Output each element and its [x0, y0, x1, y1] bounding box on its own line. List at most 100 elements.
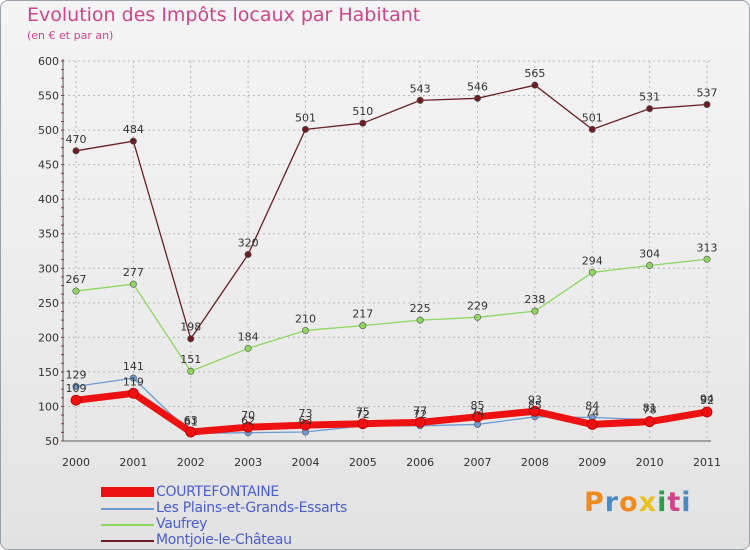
x-tick-label: 2009 [578, 456, 606, 469]
legend-swatch [101, 524, 154, 526]
data-point [300, 419, 311, 431]
data-point [529, 405, 541, 417]
y-tick-label: 550 [38, 90, 59, 103]
data-label: 484 [123, 123, 144, 136]
data-label: 184 [238, 330, 259, 343]
data-label: 238 [524, 293, 545, 306]
x-tick-label: 2008 [521, 456, 549, 469]
data-label: 141 [123, 360, 144, 373]
data-label: 77 [413, 404, 427, 417]
y-tick-label: 50 [45, 435, 59, 448]
data-point [531, 81, 539, 89]
y-tick-label: 100 [38, 400, 59, 413]
data-label: 85 [528, 399, 542, 412]
data-label: 92 [700, 394, 714, 407]
data-label: 510 [352, 105, 373, 118]
legend-label: Les Plains-et-Grands-Essarts [156, 500, 348, 516]
y-tick-label: 250 [38, 297, 59, 310]
legend-swatch [101, 487, 154, 497]
data-point [359, 322, 367, 330]
data-point [588, 268, 596, 276]
legend-swatch [101, 508, 154, 510]
data-point [414, 416, 426, 428]
data-point [127, 387, 139, 399]
data-label: 85 [471, 399, 485, 412]
data-label: 294 [582, 254, 603, 267]
data-point [70, 394, 82, 406]
data-point [646, 262, 654, 270]
logo-letter: i [657, 487, 668, 518]
data-point [185, 426, 197, 438]
data-label: 94 [700, 393, 714, 406]
logo-letter: o [619, 487, 639, 518]
data-point [588, 125, 596, 133]
data-label: 210 [295, 312, 316, 325]
x-tick-label: 2011 [693, 456, 721, 469]
data-label: 119 [123, 375, 144, 388]
data-point [244, 344, 252, 352]
data-label: 63 [298, 414, 312, 427]
data-label: 320 [238, 236, 259, 249]
data-label: 151 [180, 353, 201, 366]
series-group [70, 81, 713, 438]
series-line [75, 258, 708, 372]
line-chart: 50 100 150 200 250 300 350 400 450 500 550 600 2000 2… [38, 55, 721, 469]
y-tick-label: 350 [38, 228, 59, 241]
data-label: 129 [66, 368, 87, 381]
y-tick-label: 600 [38, 55, 59, 68]
data-label: 565 [524, 67, 545, 80]
data-point [357, 418, 369, 430]
series-line [75, 84, 708, 340]
data-label: 75 [356, 406, 370, 419]
data-label: 81 [643, 402, 657, 415]
proxiti-logo: Proxiti [584, 487, 692, 518]
data-label: 74 [585, 406, 599, 419]
logo-letter: i [681, 487, 692, 518]
data-point [72, 147, 80, 155]
data-label: 61 [184, 415, 198, 428]
data-point [301, 125, 309, 133]
data-label: 267 [66, 273, 87, 286]
axes: 50 100 150 200 250 300 350 400 450 500 550 600 2000 2… [38, 55, 721, 469]
data-point [129, 137, 137, 145]
data-label: 198 [180, 321, 201, 334]
data-point [301, 326, 309, 334]
legend-label: COURTEFONTAINE [156, 484, 279, 500]
data-point [646, 105, 654, 113]
legend-swatch [101, 540, 154, 542]
data-point [359, 119, 367, 127]
y-tick-label: 500 [38, 124, 59, 137]
data-label: 531 [639, 91, 660, 104]
data-label: 62 [241, 415, 255, 428]
data-point [129, 280, 137, 288]
x-tick-label: 2000 [62, 456, 90, 469]
y-tick-label: 200 [38, 331, 59, 344]
series-line [72, 389, 711, 436]
logo-letter: t [667, 487, 682, 518]
data-label: 109 [66, 382, 87, 395]
x-tick-label: 2006 [406, 456, 434, 469]
data-label: 225 [410, 302, 431, 315]
data-label: 73 [298, 407, 312, 420]
data-point [187, 335, 195, 343]
data-point [242, 421, 254, 433]
data-point [474, 94, 482, 102]
chart-subtitle: (en € et par an) [27, 29, 114, 42]
x-tick-label: 2007 [464, 456, 492, 469]
data-point [416, 96, 424, 104]
data-point [701, 406, 713, 418]
data-point [244, 250, 252, 258]
logo-letter: P [584, 487, 605, 518]
data-point [531, 307, 539, 315]
data-label: 63 [184, 414, 198, 427]
data-label: 70 [241, 409, 255, 422]
logo-letter: x [638, 487, 658, 518]
x-tick-label: 2005 [349, 456, 377, 469]
x-tick-label: 2004 [291, 456, 319, 469]
data-label: 501 [295, 111, 316, 124]
data-point [644, 416, 656, 428]
data-label: 470 [66, 133, 87, 146]
data-label: 313 [697, 241, 718, 254]
data-point [416, 316, 424, 324]
